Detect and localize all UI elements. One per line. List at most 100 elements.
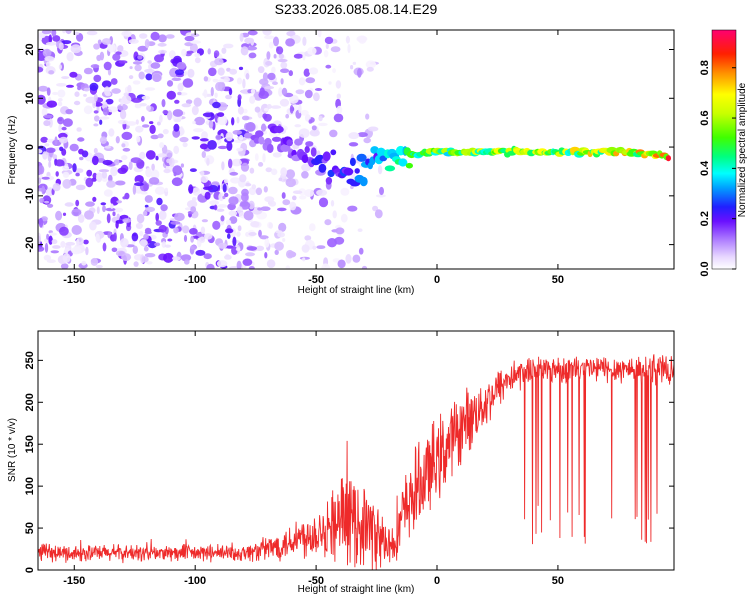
spectrogram-blob — [302, 36, 307, 46]
spectrogram-blob — [298, 77, 306, 86]
spectrogram-blob — [132, 61, 143, 65]
spectrogram-blob — [108, 128, 115, 137]
spectrogram-y-tick-label: -20 — [24, 237, 36, 253]
spectrogram-blob — [48, 34, 52, 43]
spectrogram-blob — [163, 168, 171, 174]
carrier-blob — [354, 168, 360, 174]
spectrogram-blob — [131, 97, 142, 103]
spectrogram-blob — [46, 233, 50, 240]
spectrogram-blob — [66, 84, 74, 88]
spectrogram-blob — [83, 67, 93, 75]
spectrogram-blob — [77, 85, 82, 91]
spectrogram-blob — [73, 100, 81, 106]
spectrogram-blob — [190, 40, 202, 44]
snr-x-tick-label: -50 — [308, 575, 324, 587]
spectrogram-blob — [46, 147, 56, 153]
carrier-blob — [255, 130, 264, 138]
spectrogram-blob — [193, 128, 204, 133]
spectrogram-blob — [173, 145, 180, 155]
spectrogram-blob — [305, 77, 316, 84]
spectrogram-blob — [167, 238, 173, 242]
spectrogram-blob — [289, 201, 297, 211]
spectrogram-blob — [121, 95, 132, 105]
spectrogram-blob — [250, 221, 260, 228]
spectrogram-blob — [102, 159, 113, 166]
spectrogram-blob — [236, 77, 243, 85]
spectrogram-blob — [302, 257, 306, 262]
spectrogram-blob — [259, 235, 269, 240]
spectrogram-blob — [216, 260, 228, 268]
spectrogram-blob — [155, 212, 159, 222]
spectrogram-blob — [263, 35, 275, 40]
spectrogram-blob — [152, 73, 162, 82]
spectrogram-blob — [164, 244, 171, 248]
spectrogram-blob — [210, 86, 214, 97]
spectrogram-blob — [141, 115, 145, 122]
spectrogram-blob — [236, 231, 241, 237]
spectrogram-blob — [255, 187, 263, 196]
spectrogram-blob — [275, 230, 283, 234]
spectrogram-blob — [155, 155, 159, 161]
spectrogram-blob — [58, 42, 64, 51]
spectrogram-blob — [203, 233, 213, 240]
spectrogram-blob — [245, 252, 255, 257]
spectrogram-blob — [295, 89, 305, 95]
spectrogram-blob — [228, 158, 233, 169]
spectrogram-blob — [155, 220, 162, 226]
spectrogram-blob — [194, 53, 201, 58]
spectrogram-x-tick-label: 50 — [552, 274, 564, 286]
spectrogram-blob — [177, 91, 182, 96]
spectrogram-blob — [70, 44, 82, 54]
spectrogram-blob — [316, 245, 326, 250]
spectrogram-blob — [135, 103, 139, 107]
spectrogram-blob — [325, 64, 332, 69]
spectrogram-blob — [89, 221, 97, 231]
spectrogram-blob — [358, 247, 364, 255]
spectrogram-blob — [171, 177, 183, 187]
spectrogram-blob — [136, 135, 141, 143]
spectrogram-blob — [182, 142, 188, 148]
spectrogram-blob — [103, 61, 112, 71]
spectrogram-blob — [139, 230, 144, 237]
spectrogram-blob — [38, 66, 44, 73]
spectrogram-blob — [280, 78, 284, 85]
spectrogram-blob — [75, 184, 86, 191]
spectrogram-blob — [159, 210, 167, 221]
spectrogram-blob — [192, 120, 196, 125]
spectrogram-blob — [282, 238, 286, 242]
spectrogram-blob — [133, 261, 139, 267]
spectrogram-blob — [61, 126, 67, 131]
spectrogram-blob — [254, 106, 261, 113]
spectrogram-blob — [172, 165, 183, 176]
spectrogram-x-ticks: -150 -100 -50 0 50 — [63, 30, 564, 286]
spectrogram-blob — [242, 78, 246, 89]
spectrogram-blob — [281, 192, 286, 199]
spectrogram-blob — [278, 177, 283, 182]
spectrogram-blob — [128, 75, 134, 80]
spectrogram-blob — [46, 100, 58, 108]
spectrogram-blob — [97, 39, 102, 45]
spectrogram-blob — [185, 99, 193, 105]
spectrogram-blob — [207, 48, 211, 55]
spectrogram-blob — [379, 186, 384, 196]
spectrogram-blob — [325, 43, 329, 50]
spectrogram-blob — [228, 196, 239, 206]
spectrogram-blob — [183, 234, 188, 243]
spectrogram-blob — [285, 113, 290, 119]
carrier-blob — [301, 154, 309, 164]
spectrogram-blob — [44, 242, 49, 253]
spectrogram-blob — [47, 203, 54, 208]
spectrogram-blob — [61, 40, 72, 45]
spectrogram-blob — [52, 183, 61, 192]
spectrogram-blob — [200, 170, 205, 176]
spectrogram-blob — [121, 253, 132, 261]
spectrogram-blob — [137, 55, 143, 60]
spectrogram-blob — [262, 30, 272, 36]
spectrogram-blob — [181, 48, 187, 57]
spectrogram-blob — [96, 206, 100, 214]
spectrogram-blob — [51, 239, 58, 245]
spectrogram-blob — [162, 109, 169, 115]
spectrogram-blob — [206, 157, 210, 166]
spectrogram-blob — [280, 61, 288, 69]
spectrogram-blob — [308, 119, 313, 124]
